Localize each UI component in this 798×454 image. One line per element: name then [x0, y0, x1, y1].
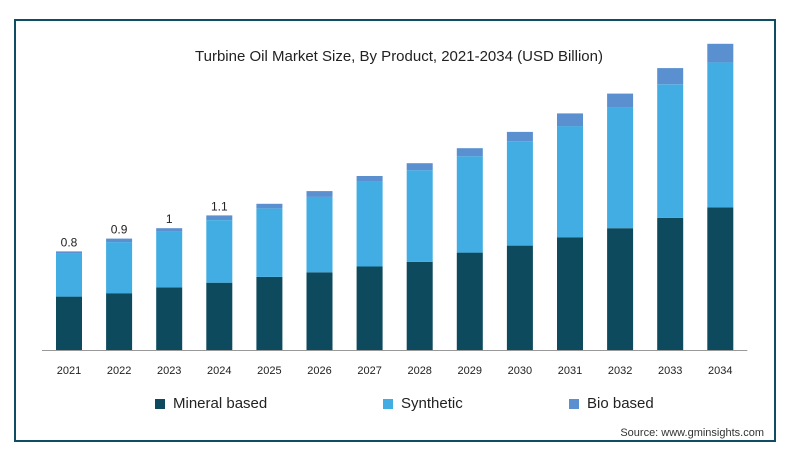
bar-bio-based-2028 [406, 163, 433, 171]
bar-mineral-based-2028 [406, 261, 433, 350]
legend-item-mineral-based: Mineral based [155, 395, 267, 412]
legend-swatch-bio-based [569, 398, 579, 409]
x-tick-label-2022: 2022 [107, 365, 131, 377]
bar-synthetic-2023 [156, 231, 183, 288]
bars-group [56, 43, 734, 350]
bar-mineral-based-2032 [607, 228, 634, 350]
legend-swatch-mineral-based [155, 398, 165, 409]
bar-synthetic-2028 [406, 170, 433, 262]
data-label-2024: 1.1 [211, 199, 228, 213]
bar-bio-based-2031 [557, 113, 583, 127]
legend-item-bio-based: Bio based [569, 395, 654, 412]
bar-bio-based-2029 [456, 148, 483, 157]
bar-synthetic-2029 [456, 156, 483, 253]
legend-swatch-synthetic [383, 398, 393, 409]
x-tick-label-2032: 2032 [608, 365, 632, 377]
x-tick-label-2024: 2024 [207, 365, 231, 377]
x-tick-label-2034: 2034 [708, 365, 732, 377]
bar-synthetic-2027 [356, 181, 383, 267]
legend-label-synthetic: Synthetic [401, 395, 463, 412]
bar-mineral-based-2027 [356, 266, 383, 350]
bar-bio-based-2021 [56, 251, 82, 254]
source-note: Source: www.gminsights.com [620, 427, 764, 439]
bar-mineral-based-2022 [106, 293, 133, 350]
bar-mineral-based-2021 [56, 296, 82, 350]
x-tick-label-2026: 2026 [307, 365, 331, 377]
bar-mineral-based-2029 [456, 252, 483, 350]
legend-item-synthetic: Synthetic [383, 395, 463, 412]
bar-synthetic-2021 [56, 253, 82, 297]
bar-mineral-based-2025 [256, 276, 283, 350]
x-tick-label-2021: 2021 [57, 365, 81, 377]
bar-synthetic-2030 [506, 141, 533, 246]
bar-mineral-based-2023 [156, 287, 183, 350]
data-label-2022: 0.9 [111, 223, 128, 237]
legend-label-bio-based: Bio based [587, 395, 654, 412]
bar-synthetic-2031 [557, 126, 583, 238]
bar-synthetic-2032 [607, 107, 634, 229]
bar-bio-based-2024 [206, 215, 233, 220]
bar-mineral-based-2034 [707, 207, 734, 350]
bar-mineral-based-2026 [306, 272, 333, 350]
bar-mineral-based-2030 [506, 245, 533, 350]
bar-mineral-based-2031 [557, 237, 583, 350]
legend-label-mineral-based: Mineral based [173, 395, 268, 412]
legend: Mineral based Synthetic Bio based [0, 395, 798, 415]
data-labels: 0.8 0.9 1 1.1 [61, 199, 228, 249]
chart-title: Turbine Oil Market Size, By Product, 202… [195, 48, 603, 65]
bar-bio-based-2034 [707, 43, 734, 63]
bar-bio-based-2027 [356, 176, 383, 182]
data-label-2023: 1 [166, 212, 173, 226]
bar-bio-based-2022 [106, 238, 133, 243]
bar-bio-based-2026 [306, 191, 333, 197]
bar-synthetic-2025 [256, 208, 283, 277]
chart-frame [14, 19, 776, 442]
bar-mineral-based-2024 [206, 282, 233, 350]
x-tick-label-2027: 2027 [357, 365, 381, 377]
bar-bio-based-2025 [256, 203, 283, 209]
x-tick-label-2023: 2023 [157, 365, 181, 377]
bar-bio-based-2030 [506, 131, 533, 142]
x-tick-label-2031: 2031 [558, 365, 582, 377]
bar-bio-based-2032 [607, 93, 634, 108]
bar-bio-based-2033 [657, 68, 684, 85]
bar-synthetic-2022 [106, 242, 133, 294]
data-label-2021: 0.8 [61, 235, 78, 249]
bar-mineral-based-2033 [657, 217, 684, 350]
bar-synthetic-2034 [707, 62, 734, 208]
bar-synthetic-2033 [657, 84, 684, 218]
x-tick-label-2033: 2033 [658, 365, 682, 377]
x-tick-label-2029: 2029 [458, 365, 482, 377]
x-tick-label-2025: 2025 [257, 365, 281, 377]
bar-synthetic-2026 [306, 196, 333, 273]
bar-bio-based-2023 [156, 228, 183, 232]
x-tick-label-2030: 2030 [508, 365, 532, 377]
bar-synthetic-2024 [206, 220, 233, 283]
x-tick-labels: 2021 2022 2023 2024 2025 2026 2027 2028 2029 2030… [57, 365, 733, 377]
x-tick-label-2028: 2028 [407, 365, 431, 377]
